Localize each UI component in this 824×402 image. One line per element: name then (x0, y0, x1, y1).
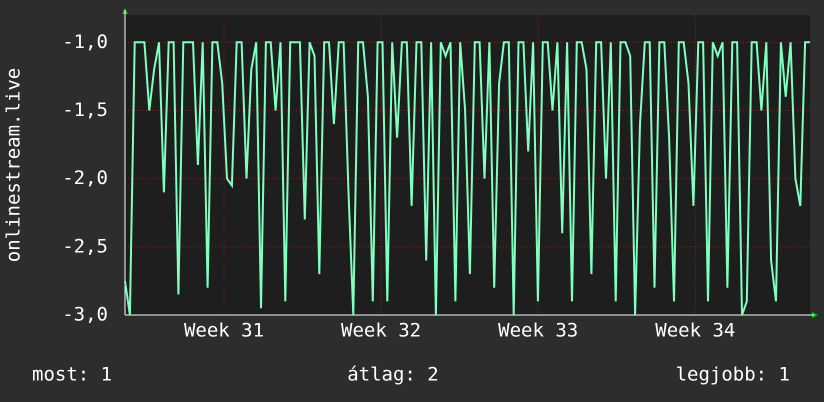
y-tick-label: -1,5 (62, 99, 108, 121)
x-tick-label: Week 31 (184, 320, 264, 342)
x-tick-label: Week 32 (341, 320, 421, 342)
y-tick-label: -3,0 (62, 304, 108, 326)
legend-average: átlag: 2 (347, 364, 439, 386)
legend-best: legjobb: 1 (676, 364, 790, 386)
legend-current: most: 1 (32, 364, 112, 386)
x-tick-label: Week 33 (498, 320, 578, 342)
axis-arrow (812, 312, 818, 318)
y-tick-label: -1,0 (62, 31, 108, 53)
line (124, 41, 810, 316)
x-tick-label: Week 34 (655, 320, 735, 342)
y-axis-label: onlinestream.live (3, 68, 25, 262)
y-tick-label: -2,0 (62, 167, 108, 189)
y-tick-label: -2,5 (62, 235, 108, 257)
